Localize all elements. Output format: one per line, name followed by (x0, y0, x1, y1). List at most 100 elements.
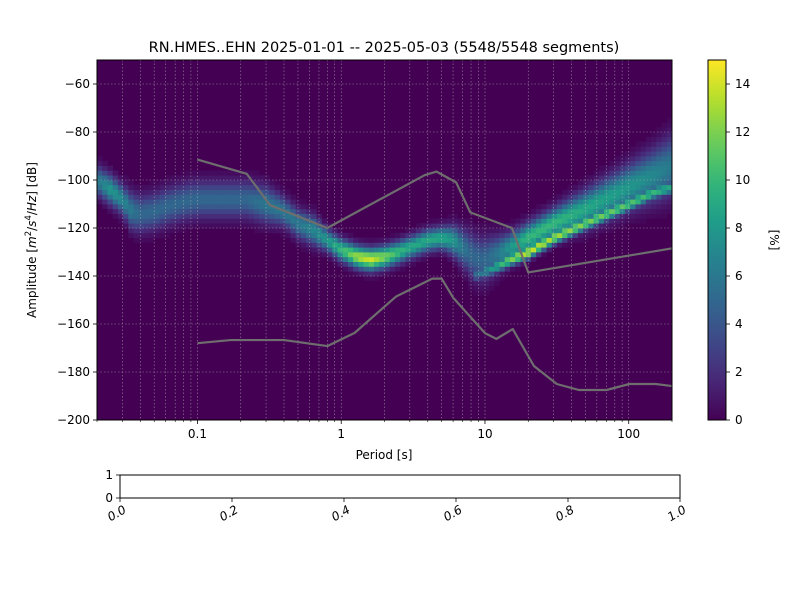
heatmap-cell (666, 165, 672, 171)
y-tick-label: −100 (57, 173, 90, 187)
heatmap-cell (311, 242, 317, 248)
heatmap-cell (546, 247, 553, 253)
heatmap-cell (107, 204, 114, 210)
heatmap-cell (614, 160, 621, 166)
heatmap-cell (259, 204, 265, 210)
heatmap-cell (112, 208, 119, 214)
heatmap-cell (598, 199, 605, 205)
heatmap-cell (159, 213, 166, 219)
y-axis-label-part: m (25, 236, 39, 248)
heatmap-cell (379, 247, 385, 253)
empty-axes-y-axis: 01 (105, 468, 120, 505)
heatmap-cell (635, 151, 642, 157)
heatmap-cell (515, 256, 521, 262)
heatmap-cell (509, 252, 516, 258)
heatmap-cell (285, 204, 291, 210)
heatmap-cell (279, 199, 286, 205)
heatmap-cell (107, 208, 114, 214)
heatmap-cell (337, 256, 344, 262)
heatmap-cell (123, 180, 129, 186)
empty-axes-frame (119, 474, 681, 499)
heatmap-cell (635, 199, 642, 205)
heatmap-cell (645, 180, 652, 186)
heatmap-cell (630, 151, 636, 157)
heatmap-cell (327, 242, 333, 248)
heatmap-cell (238, 189, 244, 195)
heatmap-cell (97, 165, 103, 171)
heatmap-cell (619, 184, 626, 190)
heatmap-cell (567, 184, 574, 190)
heatmap-cell (415, 247, 422, 253)
heatmap-cell (232, 218, 239, 224)
heatmap-cell (572, 194, 579, 200)
heatmap-cell (541, 213, 547, 219)
heatmap-cell (164, 184, 171, 190)
heatmap-cell (342, 237, 349, 243)
heatmap-cell (232, 189, 239, 195)
heatmap-cell (661, 180, 668, 186)
heatmap-cell (243, 189, 249, 195)
heatmap-cell (144, 199, 150, 205)
heatmap-cell (149, 180, 155, 186)
heatmap-cell (431, 247, 438, 253)
heatmap-cell (577, 180, 584, 186)
heatmap-cell (175, 208, 182, 214)
heatmap-cell (483, 256, 490, 262)
heatmap-cell (562, 194, 568, 200)
heatmap-cell (410, 242, 417, 248)
heatmap-cell (431, 218, 438, 224)
heatmap-cell (222, 170, 229, 176)
heatmap-cell (562, 228, 568, 234)
heatmap-cell (509, 232, 516, 238)
heatmap-cell (546, 199, 553, 205)
heatmap-cell (583, 184, 589, 190)
heatmap-cell (248, 204, 255, 210)
heatmap-cell (536, 247, 542, 253)
heatmap-cell (212, 175, 218, 181)
heatmap-cell (321, 247, 328, 253)
heatmap-cell (358, 271, 364, 277)
heatmap-cell (389, 242, 396, 248)
heatmap-cell (128, 194, 134, 200)
heatmap-cell (379, 242, 385, 248)
heatmap-cell (368, 271, 375, 277)
heatmap-cell (541, 218, 547, 224)
heatmap-cell (478, 266, 485, 272)
heatmap-cell (175, 184, 182, 190)
heatmap-cell (598, 165, 605, 171)
heatmap-cell (123, 194, 129, 200)
heatmap-cell (483, 276, 490, 282)
heatmap-cell (452, 252, 459, 258)
heatmap-cell (196, 218, 202, 224)
heatmap-cell (598, 208, 605, 214)
heatmap-cell (635, 204, 642, 210)
heatmap-cell (483, 261, 490, 267)
heatmap-cell (128, 223, 134, 229)
heatmap-cell (604, 165, 610, 171)
heatmap-cell (520, 218, 527, 224)
heatmap-cell (185, 208, 192, 214)
heatmap-cell (154, 194, 161, 200)
heatmap-cell (640, 156, 647, 162)
heatmap-cell (164, 228, 171, 234)
heatmap-cell (191, 189, 197, 195)
heatmap-cell (557, 204, 563, 210)
heatmap-cell (588, 204, 594, 210)
heatmap-cell (536, 228, 542, 234)
heatmap-cell (624, 160, 631, 166)
heatmap-cell (347, 256, 354, 262)
heatmap-cell (577, 228, 584, 234)
heatmap-cell (645, 213, 652, 219)
heatmap-cell (342, 247, 349, 253)
heatmap-cell (306, 232, 312, 238)
heatmap-cell (138, 194, 145, 200)
heatmap-cell (97, 189, 103, 195)
heatmap-cell (651, 160, 657, 166)
heatmap-cell (164, 204, 171, 210)
heatmap-cell (640, 218, 647, 224)
heatmap-cell (645, 160, 652, 166)
heatmap-cell (468, 280, 474, 286)
heatmap-cell (117, 189, 124, 195)
heatmap-cell (274, 228, 281, 234)
heatmap-cell (452, 218, 459, 224)
